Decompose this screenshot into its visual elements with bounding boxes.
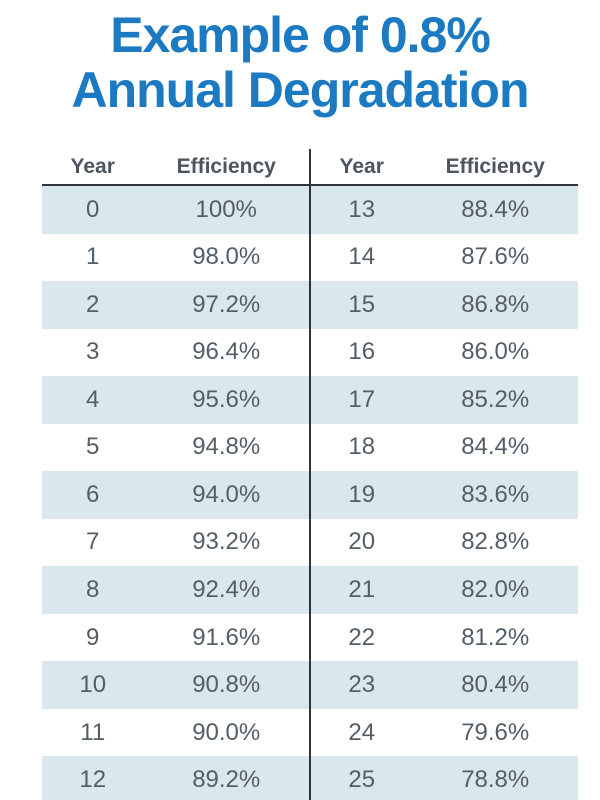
column-header-year: Year (70, 154, 115, 178)
cell-year: 20 (348, 528, 376, 556)
table-row: 16 86.0% (311, 329, 578, 377)
cell-efficiency: 88.4% (461, 195, 530, 223)
table-right-years-13-25: Year Efficiency 13 88.4% 14 87.6% 15 86.8% 16 8… (311, 149, 578, 800)
table-row: 23 80.4% (311, 661, 578, 709)
column-header-efficiency: Efficiency (176, 154, 276, 178)
table-row: 10 90.8% (42, 661, 309, 709)
cell-efficiency: 90.8% (192, 671, 261, 699)
table-row: 24 79.6% (311, 709, 578, 757)
table-row: 3 96.4% (42, 329, 309, 377)
cell-year: 23 (348, 671, 376, 699)
cell-year: 24 (348, 718, 376, 746)
cell-year: 12 (79, 766, 107, 794)
table-row: 8 92.4% (42, 566, 309, 614)
cell-efficiency: 96.4% (192, 338, 261, 366)
table-row: 6 94.0% (42, 471, 309, 519)
cell-year: 13 (348, 195, 376, 223)
table-divider (309, 149, 311, 800)
cell-efficiency: 97.2% (192, 290, 261, 318)
table-header-row: Year Efficiency (42, 149, 309, 186)
cell-year: 6 (86, 480, 100, 508)
cell-efficiency: 79.6% (461, 718, 530, 746)
cell-efficiency: 84.4% (461, 433, 530, 461)
table-row: 19 83.6% (311, 471, 578, 519)
table-body: 0 100% 1 98.0% 2 97.2% 3 96.4% 4 95.6% 5 94.8% 6 94.0… (42, 186, 309, 800)
cell-year: 17 (348, 385, 376, 413)
cell-efficiency: 100% (195, 195, 257, 223)
cell-year: 7 (86, 528, 100, 556)
cell-year: 21 (348, 576, 376, 604)
table-row: 14 87.6% (311, 234, 578, 282)
cell-year: 11 (80, 718, 106, 746)
column-header-efficiency: Efficiency (445, 154, 545, 178)
cell-year: 22 (348, 623, 376, 651)
cell-year: 19 (348, 480, 376, 508)
title-line-1: Example of 0.8% (110, 7, 491, 63)
column-header-year: Year (339, 154, 384, 178)
table-row: 13 88.4% (311, 186, 578, 234)
cell-efficiency: 86.8% (461, 290, 530, 318)
cell-efficiency: 92.4% (192, 576, 261, 604)
table-row: 1 98.0% (42, 234, 309, 282)
table-row: 17 85.2% (311, 376, 578, 424)
cell-year: 2 (86, 290, 100, 318)
table-row: 21 82.0% (311, 566, 578, 614)
cell-year: 16 (348, 338, 376, 366)
cell-year: 1 (86, 243, 100, 271)
table-row: 18 84.4% (311, 424, 578, 472)
cell-efficiency: 82.8% (461, 528, 530, 556)
cell-efficiency: 90.0% (192, 718, 261, 746)
cell-year: 14 (348, 243, 376, 271)
cell-efficiency: 89.2% (192, 766, 261, 794)
cell-efficiency: 98.0% (192, 243, 261, 271)
cell-year: 4 (86, 385, 100, 413)
cell-year: 15 (348, 290, 376, 318)
cell-efficiency: 83.6% (461, 480, 530, 508)
cell-efficiency: 82.0% (461, 576, 530, 604)
cell-efficiency: 85.2% (461, 385, 530, 413)
cell-efficiency: 95.6% (192, 385, 261, 413)
cell-year: 8 (86, 576, 100, 604)
cell-year: 5 (86, 433, 100, 461)
table-row: 0 100% (42, 186, 309, 234)
table-row: 5 94.8% (42, 424, 309, 472)
table-header-row: Year Efficiency (311, 149, 578, 186)
cell-efficiency: 78.8% (461, 766, 530, 794)
title-line-2: Annual Degradation (71, 62, 529, 118)
degradation-table: Year Efficiency 0 100% 1 98.0% 2 97.2% 3 96.4% 4… (42, 149, 578, 800)
table-row: 15 86.8% (311, 281, 578, 329)
cell-year: 18 (348, 433, 376, 461)
cell-year: 0 (86, 195, 100, 223)
cell-efficiency: 81.2% (461, 623, 530, 651)
table-left-years-0-12: Year Efficiency 0 100% 1 98.0% 2 97.2% 3 96.4% 4… (42, 149, 309, 800)
cell-efficiency: 87.6% (461, 243, 530, 271)
cell-efficiency: 94.8% (192, 433, 261, 461)
cell-year: 10 (79, 671, 107, 699)
cell-year: 3 (86, 338, 100, 366)
table-row: 11 90.0% (42, 709, 309, 757)
cell-year: 9 (86, 623, 100, 651)
cell-efficiency: 80.4% (461, 671, 530, 699)
table-body: 13 88.4% 14 87.6% 15 86.8% 16 86.0% 17 85.2% 18 84.… (311, 186, 578, 800)
cell-efficiency: 94.0% (192, 480, 261, 508)
table-row: 20 82.8% (311, 519, 578, 567)
cell-year: 25 (348, 766, 376, 794)
cell-efficiency: 91.6% (192, 623, 261, 651)
table-row: 25 78.8% (311, 756, 578, 800)
table-row: 9 91.6% (42, 614, 309, 662)
cell-efficiency: 93.2% (192, 528, 261, 556)
table-row: 2 97.2% (42, 281, 309, 329)
table-row: 7 93.2% (42, 519, 309, 567)
cell-efficiency: 86.0% (461, 338, 530, 366)
table-row: 22 81.2% (311, 614, 578, 662)
page-title: Example of 0.8% Annual Degradation (0, 8, 600, 118)
table-row: 4 95.6% (42, 376, 309, 424)
table-row: 12 89.2% (42, 756, 309, 800)
